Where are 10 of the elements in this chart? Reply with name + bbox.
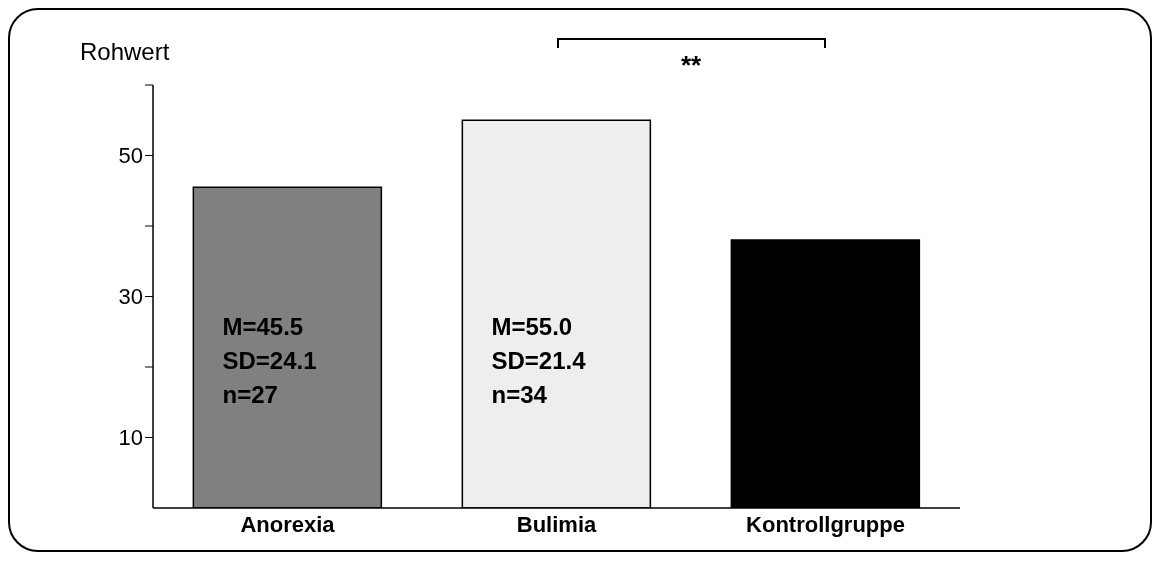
annotation: M=55.0 SD=21.4 n=34	[491, 312, 586, 410]
x-tick-label: Kontrollgruppe	[746, 511, 905, 537]
x-tick-label: Anorexia	[240, 511, 336, 537]
y-axis-title: Rohwert	[80, 38, 170, 66]
text: **	[679, 50, 703, 81]
x-tick-label: Bulimia	[516, 511, 597, 537]
y-tick-label: 30	[118, 284, 143, 310]
annotation: M=45.5 SD=24.1 n=27	[222, 312, 317, 410]
y-tick-label: 50	[118, 143, 143, 169]
y-tick-label: 10	[118, 425, 143, 451]
